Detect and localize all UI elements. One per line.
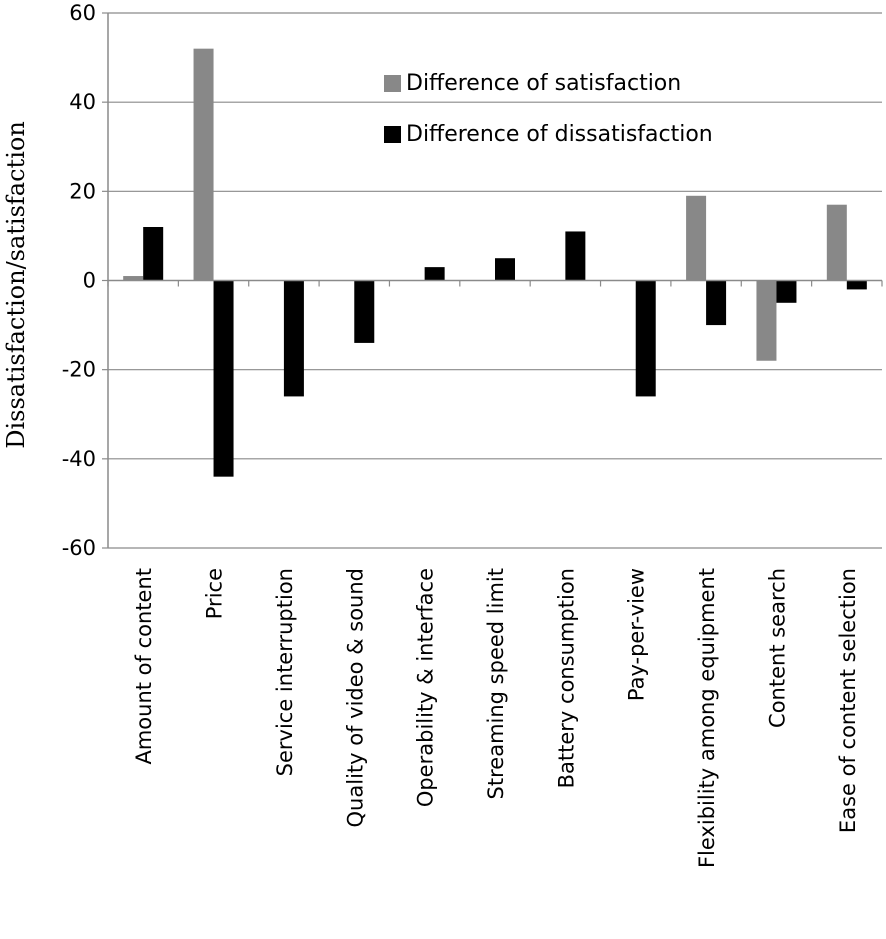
x-category-label: Streaming speed limit [484, 568, 508, 799]
dissatisfaction-bar [354, 280, 375, 343]
satisfaction-bar [686, 195, 707, 281]
dissatisfaction-bar [143, 227, 164, 281]
dissatisfaction-bar [776, 280, 797, 303]
satisfaction-bar [123, 276, 144, 281]
y-tick-label: -20 [62, 358, 96, 382]
x-category-label: Amount of content [132, 568, 156, 765]
legend-swatch [384, 75, 401, 92]
dissatisfaction-bar [706, 280, 727, 326]
legend-swatch [384, 126, 401, 143]
x-category-label: Content search [765, 568, 789, 728]
dissatisfaction-bar [565, 231, 586, 281]
x-category-label: Service interruption [273, 568, 297, 776]
y-tick-label: 20 [69, 179, 96, 203]
dissatisfaction-bar [424, 267, 445, 281]
satisfaction-bar [756, 280, 777, 361]
y-tick-labels: 60 40 20 0 -20 -40 -60 [62, 1, 96, 560]
dissatisfaction-bar [495, 258, 515, 281]
y-tick-label: -60 [62, 536, 96, 560]
dissatisfaction-bar [846, 280, 867, 290]
bars [123, 48, 867, 477]
x-category-label: Operability & interface [414, 568, 438, 807]
gridlines [108, 12, 882, 549]
x-category-label: Price [203, 568, 227, 619]
x-category-label: Flexibility among equipment [695, 568, 719, 868]
y-tick-label: -40 [62, 447, 96, 471]
y-tick-label: 60 [69, 1, 96, 25]
legend: Difference of satisfaction Difference of … [384, 71, 713, 147]
y-tick-label: 0 [83, 269, 96, 293]
dissatisfaction-bar [213, 280, 234, 477]
y-axis-title: Dissatisfaction/satisfaction [2, 121, 30, 449]
x-category-label: Battery consumption [554, 568, 578, 788]
x-category-label: Ease of content selection [836, 568, 860, 833]
x-category-label: Pay-per-view [625, 568, 649, 701]
dissatisfaction-bar [635, 280, 656, 397]
x-category-label: Quality of video & sound [343, 568, 367, 827]
satisfaction-bar [193, 48, 214, 281]
legend-label: Difference of satisfaction [406, 71, 681, 96]
x-category-labels: Amount of content Price Service interrupti… [132, 568, 860, 868]
y-tick-label: 40 [69, 90, 96, 114]
dissatisfaction-bar [283, 280, 304, 397]
axes [102, 12, 883, 549]
satisfaction-bar [826, 204, 847, 281]
legend-label: Difference of dissatisfaction [406, 122, 713, 147]
